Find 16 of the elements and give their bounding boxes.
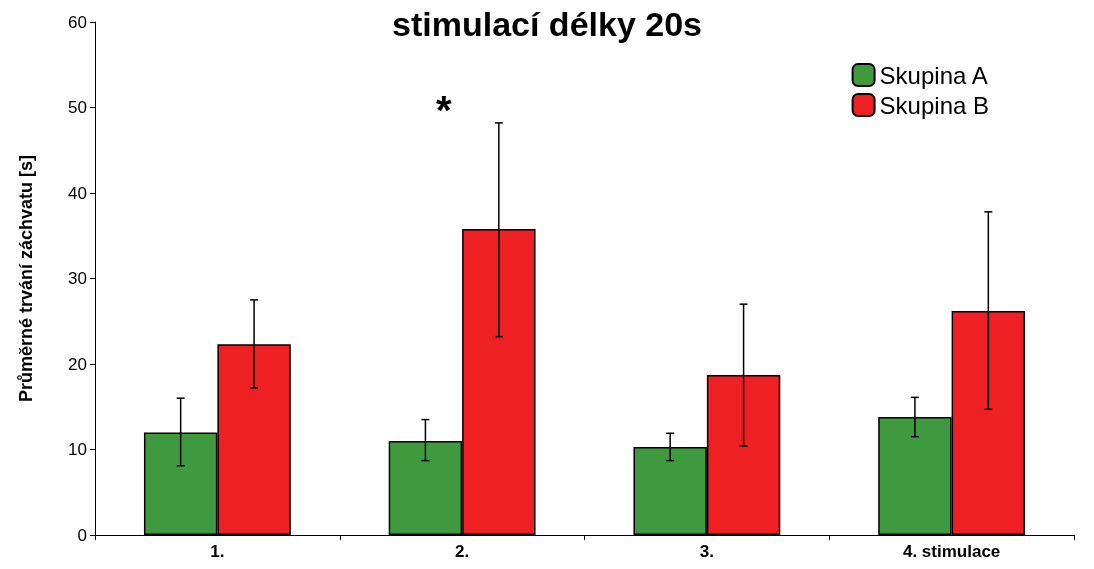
y-tick-label: 20	[68, 354, 87, 374]
y-tick-label: 40	[68, 183, 87, 203]
y-tick-label: 60	[68, 12, 87, 32]
legend-label: Skupina B	[879, 91, 989, 119]
y-tick-label: 30	[68, 269, 87, 288]
y-axis-title: Průměrné trvání záchvatu [s]	[16, 154, 36, 403]
y-tick-label: 10	[68, 440, 87, 459]
annotation: *	[436, 88, 452, 132]
x-tick-label: 2.	[455, 542, 470, 561]
y-tick-label: 50	[68, 98, 87, 117]
x-tick-label: 4. stimulace	[902, 542, 1001, 561]
x-tick-label: 3.	[699, 542, 714, 561]
y-tick-label: 0	[77, 525, 87, 545]
chart-title: stimulací délky 20s	[392, 5, 702, 43]
x-tick-label: 1.	[210, 542, 225, 561]
legend-label: Skupina A	[879, 61, 988, 89]
